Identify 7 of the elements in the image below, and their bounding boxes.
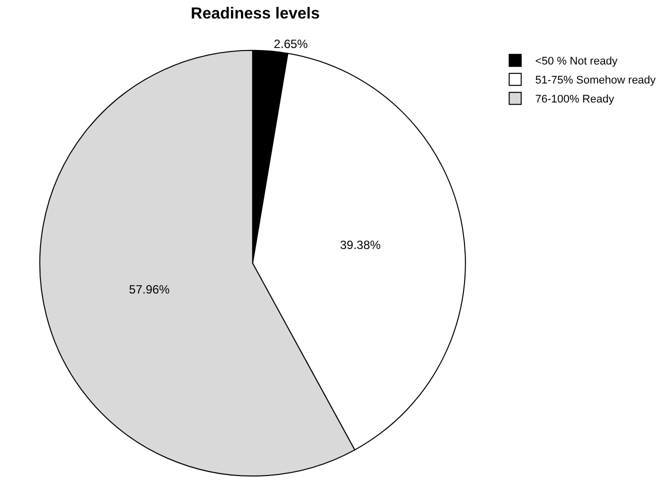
legend-label: 51-75% Somehow ready — [535, 74, 656, 87]
data-label: 2.65% — [274, 37, 308, 52]
chart-title: Readiness levels — [190, 5, 320, 22]
legend-label: 76-100% Ready — [535, 94, 615, 106]
data-label: 39.38% — [340, 238, 382, 252]
data-label: 57.96% — [129, 282, 170, 297]
legend-label: <50 % Not ready — [535, 56, 618, 68]
